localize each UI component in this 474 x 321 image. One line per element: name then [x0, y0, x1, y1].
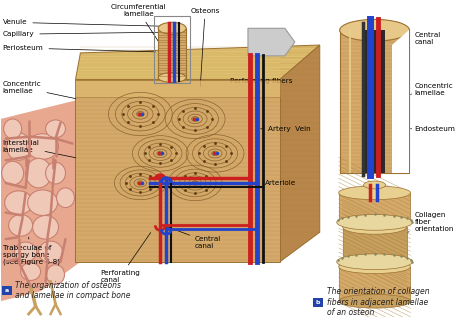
- Polygon shape: [340, 30, 410, 173]
- Ellipse shape: [364, 181, 385, 189]
- Ellipse shape: [337, 214, 412, 230]
- Polygon shape: [0, 99, 81, 301]
- Polygon shape: [248, 28, 295, 56]
- Text: Concentric
lamellae: Concentric lamellae: [3, 81, 76, 99]
- Text: Concentric
lamellae: Concentric lamellae: [410, 83, 453, 96]
- Text: Collagen
fiber
orientation: Collagen fiber orientation: [397, 213, 454, 236]
- Ellipse shape: [340, 19, 410, 41]
- Ellipse shape: [339, 294, 410, 308]
- Text: Perforating
canal: Perforating canal: [100, 232, 151, 283]
- Ellipse shape: [339, 186, 410, 200]
- Polygon shape: [158, 28, 186, 78]
- Ellipse shape: [138, 181, 143, 185]
- Ellipse shape: [26, 158, 52, 188]
- Ellipse shape: [138, 112, 143, 116]
- Ellipse shape: [158, 152, 163, 155]
- Text: Capillary: Capillary: [3, 31, 160, 37]
- Text: Central
canal: Central canal: [166, 226, 221, 248]
- Text: Osteons: Osteons: [191, 8, 220, 87]
- Text: Trabeculae of
spongy bone
(see Figure 6-8): Trabeculae of spongy bone (see Figure 6-…: [3, 237, 60, 265]
- Text: The organization of osteons
and lamellae in compact bone: The organization of osteons and lamellae…: [15, 281, 130, 300]
- Text: Arteriole: Arteriole: [259, 180, 296, 186]
- Polygon shape: [343, 227, 407, 262]
- Ellipse shape: [33, 215, 58, 239]
- Polygon shape: [280, 45, 320, 262]
- Ellipse shape: [46, 120, 65, 138]
- FancyBboxPatch shape: [2, 286, 12, 295]
- Polygon shape: [365, 30, 384, 173]
- Ellipse shape: [27, 134, 58, 159]
- Text: Artery  Vein: Artery Vein: [261, 126, 310, 132]
- Text: Venule: Venule: [3, 19, 164, 26]
- Polygon shape: [392, 30, 410, 173]
- Text: Interstitial
lamellae: Interstitial lamellae: [3, 140, 76, 158]
- Ellipse shape: [38, 241, 63, 263]
- Ellipse shape: [21, 263, 41, 281]
- Polygon shape: [339, 193, 410, 222]
- Ellipse shape: [15, 242, 36, 262]
- Text: b: b: [316, 300, 320, 305]
- Text: Periosteum: Periosteum: [3, 45, 155, 52]
- Ellipse shape: [27, 190, 57, 215]
- Text: The orientation of collagen
fibers in adjacent lamellae
of an osteon: The orientation of collagen fibers in ad…: [327, 287, 429, 317]
- Ellipse shape: [4, 119, 22, 139]
- Ellipse shape: [7, 133, 31, 160]
- Text: Circumferential
lamellae: Circumferential lamellae: [110, 4, 166, 50]
- Ellipse shape: [46, 162, 65, 184]
- Text: Central
canal: Central canal: [392, 32, 441, 47]
- Ellipse shape: [158, 73, 186, 82]
- Ellipse shape: [2, 161, 24, 185]
- FancyBboxPatch shape: [313, 298, 323, 307]
- Ellipse shape: [192, 181, 198, 185]
- Text: a: a: [5, 288, 9, 293]
- Ellipse shape: [56, 188, 74, 208]
- Polygon shape: [75, 80, 280, 97]
- Polygon shape: [339, 267, 410, 301]
- Ellipse shape: [5, 191, 33, 214]
- Polygon shape: [75, 80, 280, 262]
- Polygon shape: [75, 45, 320, 80]
- Ellipse shape: [343, 221, 407, 234]
- Ellipse shape: [337, 254, 412, 270]
- Ellipse shape: [339, 260, 410, 273]
- Ellipse shape: [46, 265, 64, 284]
- Ellipse shape: [192, 117, 198, 121]
- Text: Endosteum: Endosteum: [410, 126, 456, 132]
- Ellipse shape: [158, 22, 186, 34]
- Ellipse shape: [212, 152, 218, 155]
- Text: Perforating fibers: Perforating fibers: [230, 78, 292, 104]
- Ellipse shape: [9, 214, 33, 236]
